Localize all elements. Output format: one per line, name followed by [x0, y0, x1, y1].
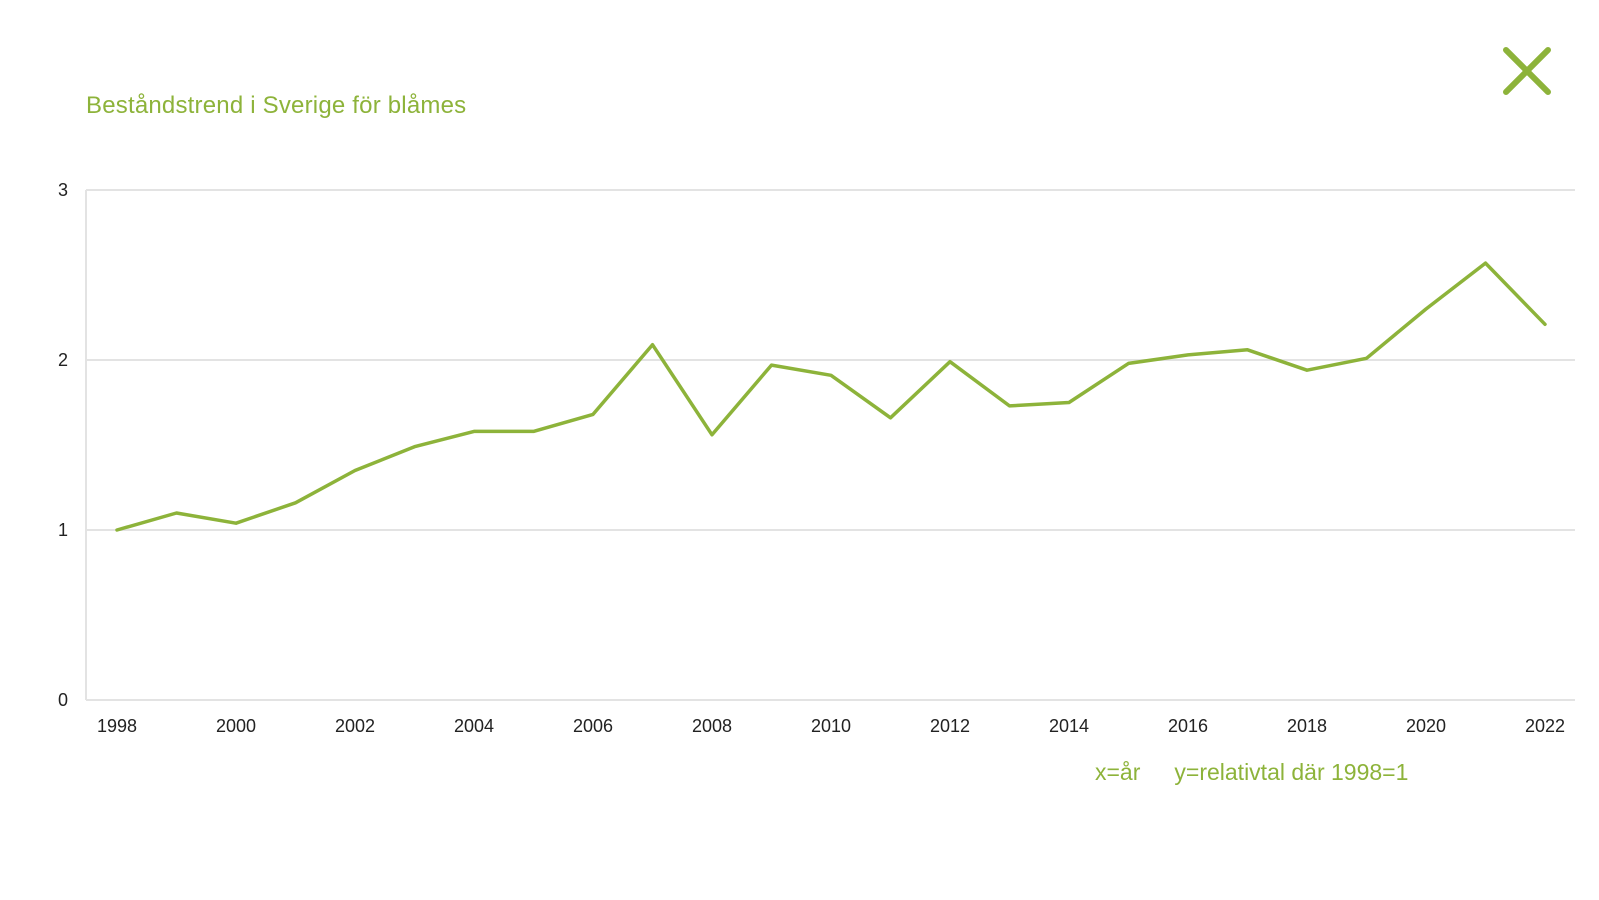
y-axis-note: y=relativtal där 1998=1 [1174, 759, 1409, 785]
x-axis-note: x=år [1095, 759, 1141, 785]
x-tick-label: 1998 [97, 716, 137, 736]
x-tick-label: 2002 [335, 716, 375, 736]
y-tick-label: 2 [58, 350, 68, 370]
x-tick-label: 2006 [573, 716, 613, 736]
x-tick-label: 2008 [692, 716, 732, 736]
y-tick-label: 1 [58, 520, 68, 540]
y-tick-label: 3 [58, 180, 68, 200]
x-tick-label: 2012 [930, 716, 970, 736]
x-tick-label: 2018 [1287, 716, 1327, 736]
series-line-0 [115, 261, 1547, 532]
x-tick-label: 2020 [1406, 716, 1446, 736]
x-tick-label: 2000 [216, 716, 256, 736]
chart-title: Beståndstrend i Sverige för blåmes [86, 92, 467, 119]
x-tick-label: 2004 [454, 716, 494, 736]
x-tick-label: 2010 [811, 716, 851, 736]
x-tick-label: 2016 [1168, 716, 1208, 736]
axis-legend: x=år y=relativtal där 1998=1 [1095, 759, 1408, 786]
close-icon[interactable] [1500, 44, 1554, 98]
x-tick-label: 2022 [1525, 716, 1565, 736]
y-tick-label: 0 [58, 690, 68, 710]
x-tick-label: 2014 [1049, 716, 1089, 736]
